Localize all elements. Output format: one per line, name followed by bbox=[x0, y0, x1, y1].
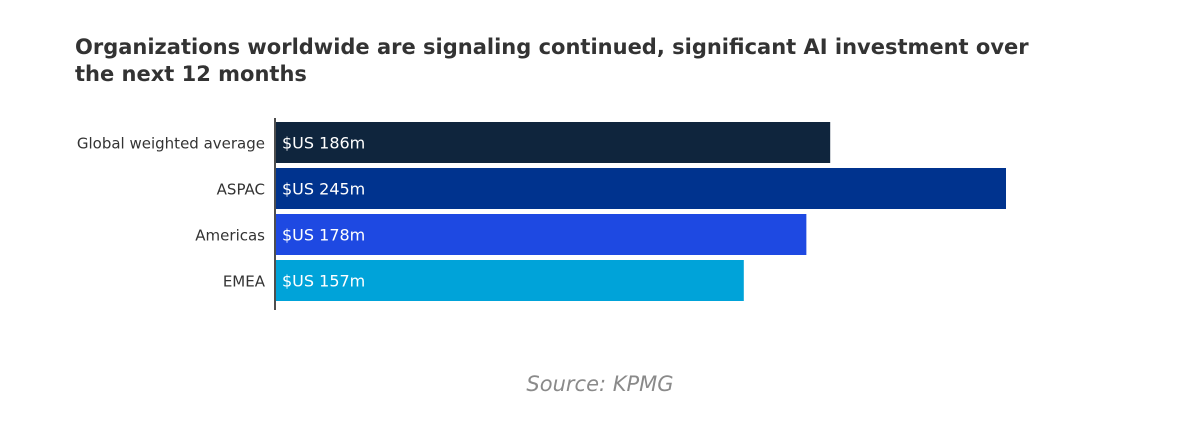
chart-title: Organizations worldwide are signaling co… bbox=[75, 35, 1029, 86]
bar-global-weighted-average bbox=[276, 122, 831, 163]
category-label-emea: EMEA bbox=[223, 273, 266, 291]
bar-emea bbox=[276, 260, 744, 301]
data-label-emea: $US 157m bbox=[282, 272, 365, 291]
category-label-global-weighted-average: Global weighted average bbox=[77, 135, 265, 153]
bars-layer: $US 186m Global weighted average $US 245m A… bbox=[77, 122, 1006, 301]
bar-aspac bbox=[276, 168, 1006, 209]
data-label-americas: $US 178m bbox=[282, 226, 365, 245]
bar-americas bbox=[276, 214, 807, 255]
data-label-aspac: $US 245m bbox=[282, 180, 365, 199]
category-label-americas: Americas bbox=[195, 227, 265, 245]
data-label-global-weighted-average: $US 186m bbox=[282, 134, 365, 153]
source-note: Source: KPMG bbox=[526, 372, 674, 396]
category-label-aspac: ASPAC bbox=[217, 181, 265, 199]
